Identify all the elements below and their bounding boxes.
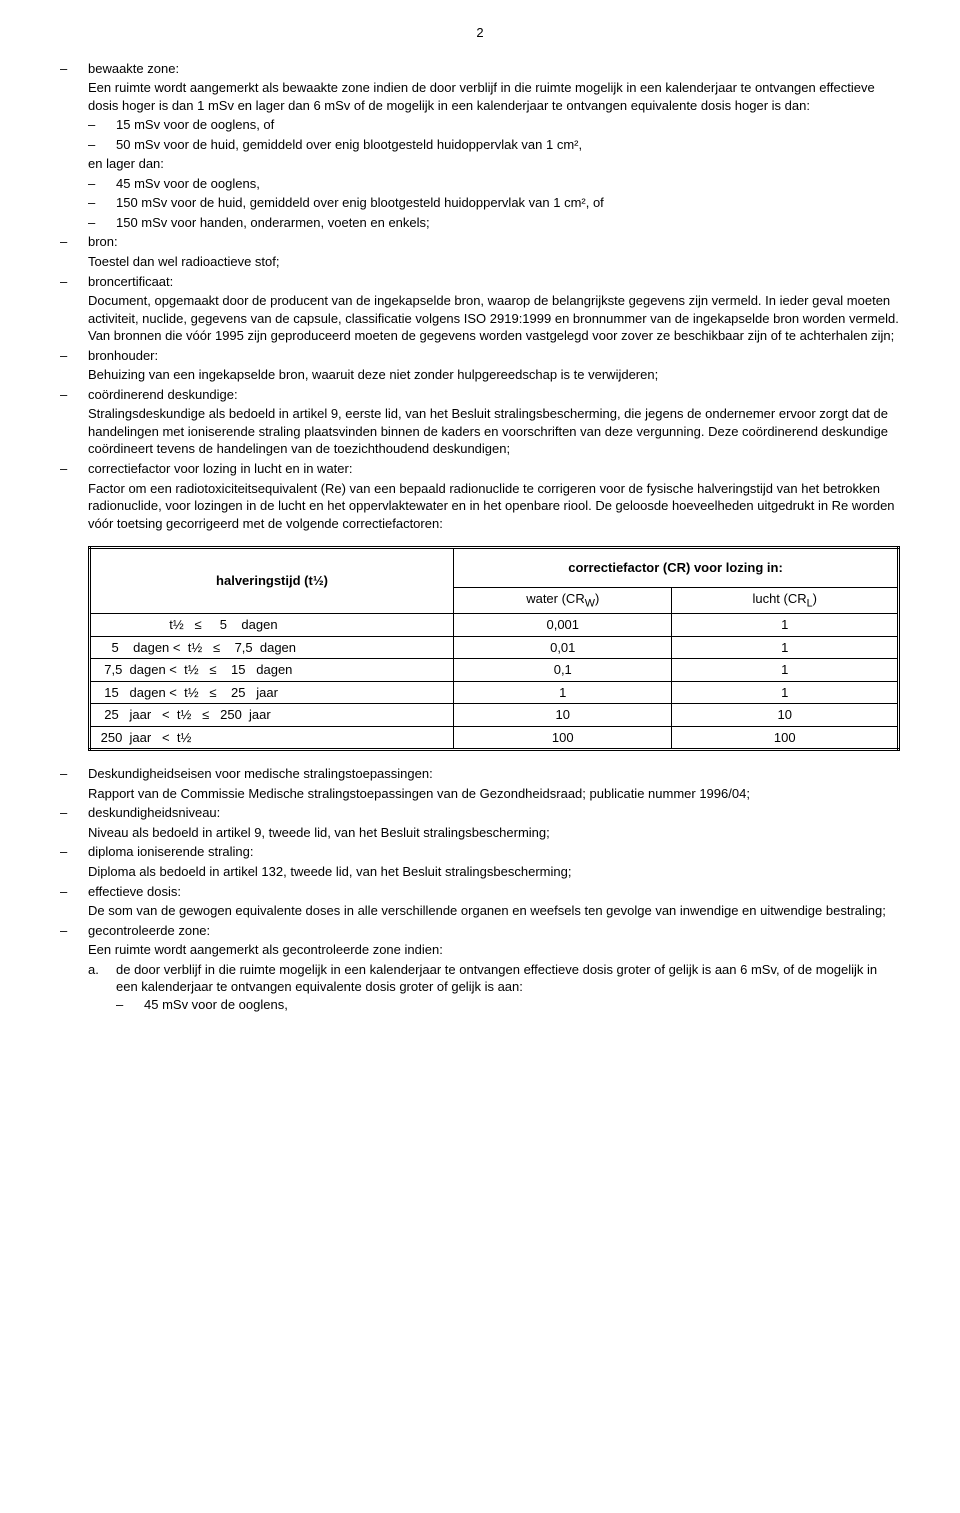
sub-list: 45 mSv voor de ooglens, xyxy=(116,996,900,1014)
def-bewaakte-zone: bewaakte zone: Een ruimte wordt aangemer… xyxy=(60,60,900,232)
cell-lucht: 100 xyxy=(672,726,899,750)
cell-lucht: 1 xyxy=(672,659,899,682)
letter-list: a. de door verblijf in die ruimte mogeli… xyxy=(88,961,900,1014)
term: broncertificaat: xyxy=(88,273,900,291)
term: gecontroleerde zone: xyxy=(88,922,900,940)
cell-range: t½ ≤ 5 dagen xyxy=(90,613,454,636)
term-body: Factor om een radiotoxiciteitsequivalent… xyxy=(88,480,900,533)
cell-range: 250 jaar < t½ xyxy=(90,726,454,750)
sub-item: 150 mSv voor handen, onderarmen, voeten … xyxy=(88,214,900,232)
table-row: 250 jaar < t½ 100 100 xyxy=(90,726,899,750)
term-body: Niveau als bedoeld in artikel 9, tweede … xyxy=(88,824,900,842)
sub-list: 45 mSv voor de ooglens, 150 mSv voor de … xyxy=(88,175,900,232)
cell-water: 1 xyxy=(454,681,672,704)
cell-range: 15 dagen < t½ ≤ 25 jaar xyxy=(90,681,454,704)
def-gecontroleerde-zone: gecontroleerde zone: Een ruimte wordt aa… xyxy=(60,922,900,1014)
term: coördinerend deskundige: xyxy=(88,386,900,404)
sub-item: 15 mSv voor de ooglens, of xyxy=(88,116,900,134)
def-diploma-ioniserende-straling: diploma ioniserende straling: Diploma al… xyxy=(60,843,900,880)
th-correctiefactor: correctiefactor (CR) voor lozing in: xyxy=(454,548,899,588)
cell-range: 7,5 dagen < t½ ≤ 15 dagen xyxy=(90,659,454,682)
page-number: 2 xyxy=(60,24,900,42)
def-effectieve-dosis: effectieve dosis: De som van de gewogen … xyxy=(60,883,900,920)
sub-list: 15 mSv voor de ooglens, of 50 mSv voor d… xyxy=(88,116,900,153)
term-body: Diploma als bedoeld in artikel 132, twee… xyxy=(88,863,900,881)
table-row: 25 jaar < t½ ≤ 250 jaar 10 10 xyxy=(90,704,899,727)
term-body: Een ruimte wordt aangemerkt als bewaakte… xyxy=(88,79,900,114)
term: bron: xyxy=(88,233,900,251)
term-body: De som van de gewogen equivalente doses … xyxy=(88,902,900,920)
letter-marker: a. xyxy=(88,961,99,979)
def-coordinerend-deskundige: coördinerend deskundige: Stralingsdeskun… xyxy=(60,386,900,458)
cell-water: 0,1 xyxy=(454,659,672,682)
cell-water: 0,01 xyxy=(454,636,672,659)
def-deskundigheidseisen: Deskundigheidseisen voor medische strali… xyxy=(60,765,900,802)
cell-lucht: 1 xyxy=(672,636,899,659)
table-row: 15 dagen < t½ ≤ 25 jaar 1 1 xyxy=(90,681,899,704)
def-correctiefactor: correctiefactor voor lozing in lucht en … xyxy=(60,460,900,751)
term: bronhouder: xyxy=(88,347,900,365)
cell-water: 0,001 xyxy=(454,613,672,636)
definition-list: bewaakte zone: Een ruimte wordt aangemer… xyxy=(60,60,900,1014)
sub-item: 150 mSv voor de huid, gemiddeld over eni… xyxy=(88,194,900,212)
table-row: t½ ≤ 5 dagen 0,001 1 xyxy=(90,613,899,636)
sub-item: 45 mSv voor de ooglens, xyxy=(116,996,900,1014)
table-header-row: halveringstijd (t½) correctiefactor (CR)… xyxy=(90,548,899,588)
th-halveringstijd: halveringstijd (t½) xyxy=(90,548,454,614)
document-page: 2 bewaakte zone: Een ruimte wordt aangem… xyxy=(0,0,960,1055)
def-bronhouder: bronhouder: Behuizing van een ingekapsel… xyxy=(60,347,900,384)
term: bewaakte zone: xyxy=(88,60,900,78)
term-body: Rapport van de Commissie Medische strali… xyxy=(88,785,900,803)
term: correctiefactor voor lozing in lucht en … xyxy=(88,460,900,478)
term: diploma ioniserende straling: xyxy=(88,843,900,861)
term: effectieve dosis: xyxy=(88,883,900,901)
cell-water: 100 xyxy=(454,726,672,750)
correctiefactor-table: halveringstijd (t½) correctiefactor (CR)… xyxy=(88,546,900,751)
sub-item: 50 mSv voor de huid, gemiddeld over enig… xyxy=(88,136,900,154)
cell-lucht: 1 xyxy=(672,681,899,704)
cell-lucht: 10 xyxy=(672,704,899,727)
term-body: Stralingsdeskundige als bedoeld in artik… xyxy=(88,405,900,458)
letter-body: de door verblijf in die ruimte mogelijk … xyxy=(116,962,877,995)
def-deskundigheidsniveau: deskundigheidsniveau: Niveau als bedoeld… xyxy=(60,804,900,841)
term: Deskundigheidseisen voor medische strali… xyxy=(88,765,900,783)
continuation: en lager dan: xyxy=(88,155,900,173)
cell-range: 5 dagen < t½ ≤ 7,5 dagen xyxy=(90,636,454,659)
cell-water: 10 xyxy=(454,704,672,727)
def-bron: bron: Toestel dan wel radioactieve stof; xyxy=(60,233,900,270)
table-row: 5 dagen < t½ ≤ 7,5 dagen 0,01 1 xyxy=(90,636,899,659)
term-body: Behuizing van een ingekapselde bron, waa… xyxy=(88,366,900,384)
term: deskundigheidsniveau: xyxy=(88,804,900,822)
term-body: Document, opgemaakt door de producent va… xyxy=(88,292,900,345)
letter-item-a: a. de door verblijf in die ruimte mogeli… xyxy=(88,961,900,1014)
def-broncertificaat: broncertificaat: Document, opgemaakt doo… xyxy=(60,273,900,345)
cell-lucht: 1 xyxy=(672,613,899,636)
th-water: water (CRW) xyxy=(454,587,672,613)
term-body: Toestel dan wel radioactieve stof; xyxy=(88,253,900,271)
sub-item: 45 mSv voor de ooglens, xyxy=(88,175,900,193)
th-lucht: lucht (CRL) xyxy=(672,587,899,613)
cell-range: 25 jaar < t½ ≤ 250 jaar xyxy=(90,704,454,727)
term-body: Een ruimte wordt aangemerkt als gecontro… xyxy=(88,941,900,959)
table-row: 7,5 dagen < t½ ≤ 15 dagen 0,1 1 xyxy=(90,659,899,682)
